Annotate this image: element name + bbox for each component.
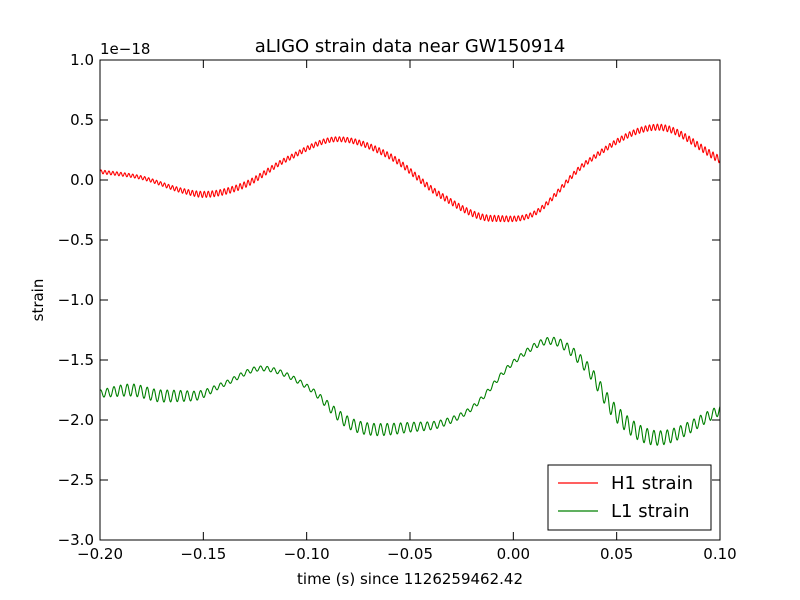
y-tick-label: −2.5 bbox=[58, 471, 94, 489]
x-tick-label: −0.10 bbox=[284, 545, 330, 563]
x-tick-label: 0.05 bbox=[600, 545, 633, 563]
y-tick-label: −0.5 bbox=[58, 231, 94, 249]
plot-frame bbox=[99, 59, 721, 541]
legend-box bbox=[547, 464, 712, 531]
y-tick-label: −2.0 bbox=[58, 411, 94, 429]
x-tick-label: −0.20 bbox=[77, 545, 123, 563]
y-offset-label: 1e−18 bbox=[100, 40, 150, 58]
x-tick-label: 0.10 bbox=[703, 545, 736, 563]
x-tick-label: −0.15 bbox=[180, 545, 226, 563]
y-tick-label: −1.5 bbox=[58, 351, 94, 369]
y-tick-label: 0.0 bbox=[70, 171, 94, 189]
y-tick-label: 0.5 bbox=[70, 111, 94, 129]
y-axis-label: strain bbox=[29, 279, 47, 322]
legend: H1 strain L1 strain bbox=[547, 464, 712, 531]
x-tick-label: −0.05 bbox=[387, 545, 433, 563]
l1-strain-line bbox=[100, 336, 720, 446]
y-tick-label: −1.0 bbox=[58, 291, 94, 309]
ticks-layer: −0.20 −0.15 −0.10 −0.05 0.00 0.05 0.10 1.0 0.5 0.… bbox=[58, 51, 737, 563]
y-tick-label: −3.0 bbox=[58, 531, 94, 549]
x-tick-label: 0.00 bbox=[497, 545, 530, 563]
series-layer bbox=[100, 123, 720, 446]
x-axis-label: time (s) since 1126259462.42 bbox=[297, 570, 523, 588]
chart-title: aLIGO strain data near GW150914 bbox=[255, 36, 566, 57]
y-tick-label: 1.0 bbox=[70, 51, 94, 69]
legend-label-l1: L1 strain bbox=[611, 501, 689, 522]
h1-strain-line bbox=[100, 123, 720, 223]
legend-label-h1: H1 strain bbox=[611, 473, 693, 494]
